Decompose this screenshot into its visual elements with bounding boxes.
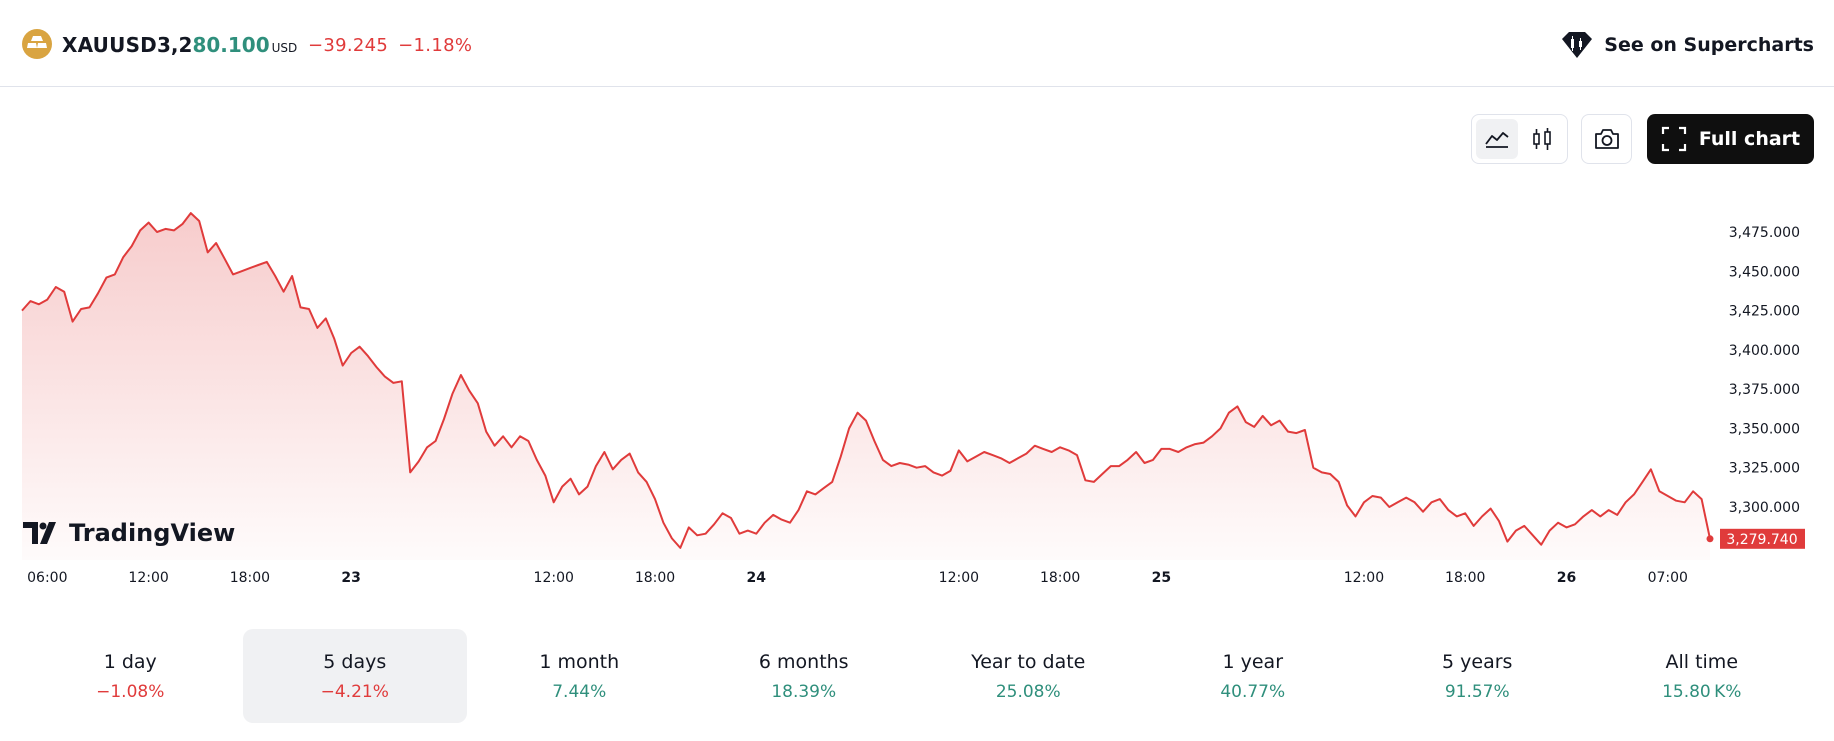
candles-icon (1533, 128, 1552, 150)
camera-icon (1594, 129, 1619, 149)
period-1-year[interactable]: 1 year 40.77% (1141, 629, 1366, 723)
fullscreen-icon (1661, 126, 1686, 152)
period-5-days[interactable]: 5 days −4.21% (242, 629, 467, 723)
period-label: 1 month (539, 650, 620, 673)
y-tick-label: 3,350.000 (1729, 421, 1800, 437)
x-tick-label: 18:00 (1445, 570, 1485, 586)
period-label: 1 day (103, 650, 157, 673)
last-price: 3,280.100 USD (157, 33, 297, 57)
snapshot-button[interactable] (1581, 114, 1632, 164)
period-label: 5 days (323, 650, 387, 673)
price-currency: USD (271, 41, 298, 55)
x-tick-label: 12:00 (1344, 570, 1384, 586)
period-change: 18.39% (771, 681, 837, 702)
y-tick-label: 3,450.000 (1729, 264, 1800, 280)
last-price-dot (1706, 535, 1714, 543)
tradingview-logo-icon (23, 522, 56, 544)
last-price-label-bg (1720, 528, 1805, 549)
period-1-month[interactable]: 1 month 7.44% (467, 629, 692, 723)
period-change: 7.44% (552, 681, 607, 702)
tradingview-logo-text: TradingView (69, 519, 236, 547)
x-tick-label: 18:00 (635, 570, 675, 586)
x-tick-label: 18:00 (1040, 570, 1080, 586)
change-absolute: −39.245 (308, 35, 389, 56)
period-5-years[interactable]: 5 years 91.57% (1365, 629, 1590, 723)
period-1-day[interactable]: 1 day −1.08% (18, 629, 243, 723)
x-tick-label: 18:00 (230, 570, 270, 586)
price-chart[interactable]: 3,475.000 3,450.000 3,425.000 3,400.000 3,37… (0, 180, 1834, 600)
area-chart-button[interactable] (1476, 119, 1518, 159)
area-chart-icon (1485, 132, 1509, 148)
y-tick-label: 3,325.000 (1729, 461, 1800, 477)
x-tick-label: 25 (1152, 570, 1171, 586)
x-tick-label: 24 (747, 570, 767, 586)
tradingview-diamond-icon (1562, 32, 1593, 58)
price-line (21, 212, 1711, 549)
price-area-fill (22, 213, 1710, 560)
supercharts-label: See on Supercharts (1604, 34, 1814, 56)
period-label: 5 years (1442, 650, 1513, 673)
period-all-time[interactable]: All time 15.80 K% (1590, 629, 1815, 723)
chart-type-switcher (1471, 114, 1568, 164)
period-selector: 1 day −1.08% 5 days −4.21% 1 month 7.44% 6 mon… (18, 629, 1814, 723)
change-percent: −1.18% (398, 35, 473, 56)
symbol-name[interactable]: XAUUSD (62, 33, 157, 57)
period-label: Year to date (971, 650, 1086, 673)
full-chart-label: Full chart (1698, 128, 1801, 150)
full-chart-button[interactable]: Full chart (1647, 114, 1814, 164)
period-change: 91.57% (1444, 681, 1510, 702)
price-main: 3,2 (157, 33, 193, 57)
y-tick-label: 3,375.000 (1729, 382, 1800, 398)
period-change: 40.77% (1220, 681, 1286, 702)
x-tick-label: 12:00 (939, 570, 979, 586)
x-tick-label: 23 (341, 570, 360, 586)
see-on-supercharts-link[interactable]: See on Supercharts (1560, 31, 1814, 59)
x-tick-label: 06:00 (27, 570, 67, 586)
period-change: 25.08% (995, 681, 1061, 702)
x-tick-label: 07:00 (1648, 570, 1688, 586)
last-price-label: 3,279.740 (1726, 532, 1797, 548)
gold-bars-icon (22, 29, 52, 59)
x-tick-label: 26 (1557, 570, 1576, 586)
x-tick-label: 12:00 (534, 570, 574, 586)
y-tick-label: 3,300.000 (1729, 500, 1800, 516)
period-label: 1 year (1222, 650, 1284, 673)
period-6-months[interactable]: 6 months 18.39% (692, 629, 917, 723)
y-tick-label: 3,475.000 (1729, 225, 1800, 241)
period-change: 15.80 K% (1662, 681, 1742, 702)
x-tick-label: 12:00 (128, 570, 168, 586)
period-change: −1.08% (96, 681, 165, 702)
price-tail: 80.100 (192, 33, 270, 57)
period-label: 6 months (758, 650, 849, 673)
price-change: −39.245 −1.18% (308, 35, 472, 56)
period-label: All time (1665, 650, 1739, 673)
y-tick-label: 3,400.000 (1729, 343, 1800, 359)
symbol-header: XAUUSD 3,280.100 USD −39.245 −1.18% See on… (0, 0, 1834, 87)
y-tick-label: 3,425.000 (1729, 304, 1800, 320)
period-change: −4.21% (320, 681, 389, 702)
period-year-to-date[interactable]: Year to date 25.08% (916, 629, 1141, 723)
candles-chart-button[interactable] (1522, 119, 1564, 159)
tradingview-logo[interactable]: TradingView (23, 519, 235, 547)
